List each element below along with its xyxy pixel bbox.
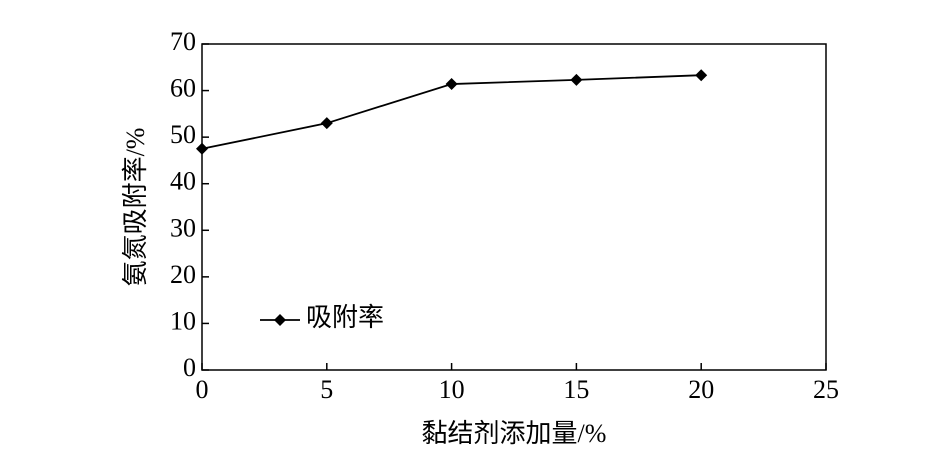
- x-tick-label: 25: [813, 375, 839, 404]
- y-tick-label: 0: [183, 353, 196, 382]
- y-tick-label: 20: [170, 260, 196, 289]
- data-point: [445, 78, 458, 91]
- x-tick-label: 5: [320, 375, 333, 404]
- legend-marker: [274, 314, 286, 326]
- x-tick-label: 10: [439, 375, 465, 404]
- y-tick-label: 70: [170, 27, 196, 56]
- y-tick-label: 40: [170, 167, 196, 196]
- y-tick-label: 50: [170, 120, 196, 149]
- x-axis-label: 黏结剂添加量/%: [422, 419, 607, 448]
- x-tick-label: 0: [196, 375, 209, 404]
- data-point: [196, 142, 208, 155]
- data-point: [570, 73, 583, 86]
- y-tick-label: 60: [170, 74, 196, 103]
- x-tick-label: 15: [563, 375, 589, 404]
- x-tick-label: 20: [688, 375, 714, 404]
- plot-frame: [201, 43, 827, 371]
- data-point: [320, 117, 333, 130]
- data-point: [695, 69, 708, 82]
- y-tick-label: 30: [170, 213, 196, 242]
- legend-label: 吸附率: [306, 303, 384, 332]
- y-axis-label: 氨氮吸附率/%: [121, 128, 150, 287]
- y-tick-label: 10: [170, 306, 196, 335]
